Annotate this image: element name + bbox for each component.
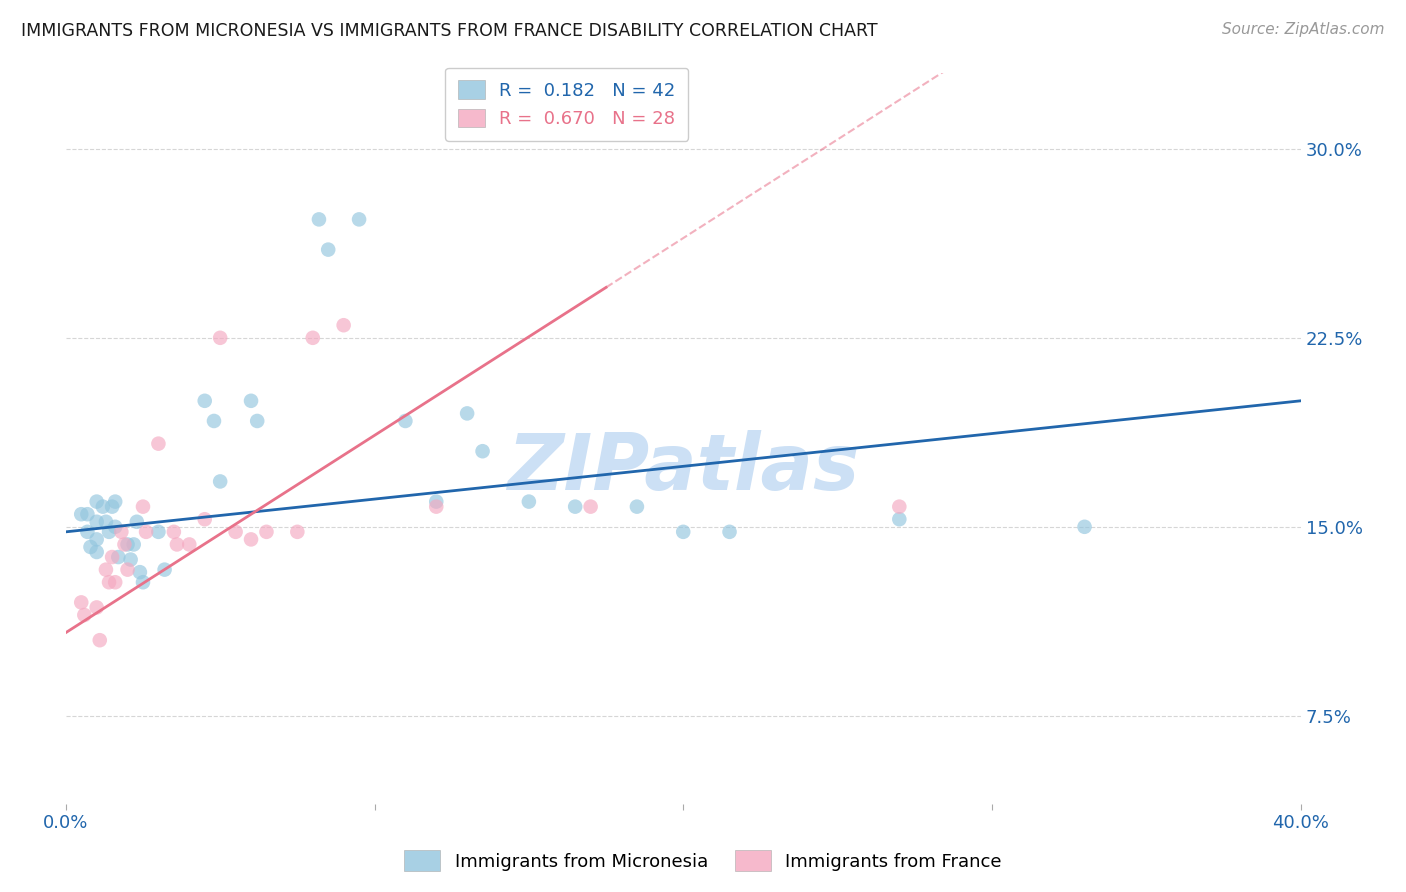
Point [79,540,101,554]
Point [148,436,170,450]
Point [120,552,142,566]
Point [73,607,96,622]
Point [98,524,121,539]
Point [256,524,278,539]
Point [107,549,129,564]
Point [718,524,741,539]
Text: Source: ZipAtlas.com: Source: ZipAtlas.com [1222,22,1385,37]
Point [101,500,124,514]
Point [104,520,127,534]
Point [209,475,232,489]
Point [70,507,93,521]
Point [117,537,139,551]
Legend: R =  0.182   N = 42, R =  0.670   N = 28: R = 0.182 N = 42, R = 0.670 N = 28 [446,68,689,141]
Point [672,524,695,539]
Point [94,515,117,529]
Point [564,500,586,514]
Point [76,507,98,521]
Point [132,500,155,514]
Point [129,565,152,579]
Point [132,575,155,590]
Point [86,515,108,529]
Point [240,393,263,408]
Point [86,600,108,615]
Point [148,524,170,539]
Point [225,524,247,539]
Point [194,512,217,526]
Point [76,524,98,539]
Point [179,537,201,551]
Point [517,494,540,508]
Point [1073,520,1095,534]
Point [104,494,127,508]
Point [889,500,911,514]
Point [86,494,108,508]
Point [301,331,323,345]
Point [626,500,648,514]
Point [135,524,157,539]
Point [316,243,339,257]
Legend: Immigrants from Micronesia, Immigrants from France: Immigrants from Micronesia, Immigrants f… [396,843,1010,879]
Point [98,575,121,590]
Point [117,563,139,577]
Point [122,537,145,551]
Point [86,545,108,559]
Point [86,533,108,547]
Point [101,549,124,564]
Point [91,500,114,514]
Point [889,512,911,526]
Point [194,393,217,408]
Point [202,414,225,428]
Point [240,533,263,547]
Point [89,633,111,648]
Point [425,494,447,508]
Point [347,212,370,227]
Point [110,524,132,539]
Point [471,444,494,458]
Point [332,318,354,333]
Point [308,212,330,227]
Point [579,500,602,514]
Point [125,515,148,529]
Point [153,563,176,577]
Point [209,331,232,345]
Text: ZIPatlas: ZIPatlas [508,430,859,506]
Point [104,575,127,590]
Point [246,414,269,428]
Point [166,537,188,551]
Text: IMMIGRANTS FROM MICRONESIA VS IMMIGRANTS FROM FRANCE DISABILITY CORRELATION CHAR: IMMIGRANTS FROM MICRONESIA VS IMMIGRANTS… [21,22,877,40]
Point [394,414,416,428]
Point [285,524,308,539]
Point [425,500,447,514]
Point [94,563,117,577]
Point [70,595,93,609]
Point [163,524,186,539]
Point [114,537,136,551]
Point [456,406,478,420]
